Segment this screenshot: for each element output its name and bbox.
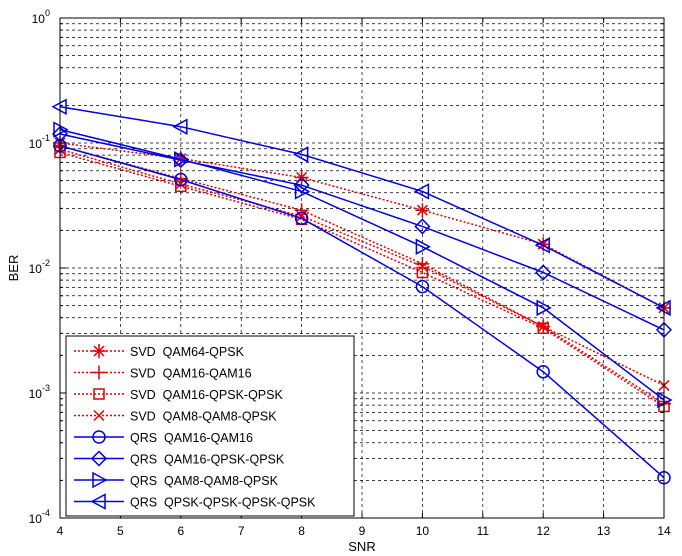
x-tick-label: 11 [477, 524, 490, 538]
series-4-line [59, 148, 665, 387]
y-tick-label: 10-4 [29, 508, 50, 526]
series-6-line [59, 133, 665, 331]
legend-swatch-marker [92, 471, 108, 489]
series-8-point [413, 183, 430, 200]
grid-lines [59, 18, 665, 519]
x-tick-label: 8 [298, 524, 305, 538]
x-tick-label: 4 [57, 524, 64, 538]
series-5-point [174, 172, 188, 187]
legend-swatch-marker [90, 493, 106, 510]
legend-swatch-marker [92, 430, 106, 444]
series-4-point [537, 321, 549, 333]
series-1-point [536, 237, 551, 252]
x-tick-label: 10 [416, 524, 430, 538]
x-axis-label: SNR [348, 539, 375, 554]
series-5-point [294, 211, 309, 226]
series-2-line [59, 145, 665, 405]
x-tick-label: 6 [177, 524, 184, 538]
series-6-point [414, 218, 431, 235]
series-3-point [416, 266, 429, 279]
series-1-point [415, 203, 430, 218]
legend-swatch-marker [90, 450, 108, 467]
legend-entry-label: SVD QAM8-QAM8-QPSK [130, 410, 277, 424]
series-7-point [294, 183, 311, 200]
legend: SVD QAM64-QPSK SVD QAM16-QAM16 SVD QAM16-Q… [65, 335, 355, 517]
series-3-point [175, 180, 187, 193]
series-8-point [293, 146, 309, 163]
series-5-line [59, 145, 665, 479]
series-5-point [415, 279, 430, 294]
x-tick-label: 9 [359, 524, 366, 538]
series-7-point [174, 151, 190, 168]
y-tick-label: 10-2 [29, 258, 50, 276]
legend-entry-label: QRS QPSK-QPSK-QPSK-QPSK [130, 496, 316, 510]
legend-entry-label: QRS QAM8-QAM8-QPSK [130, 474, 279, 488]
legend-entry-label: SVD QAM16-QAM16 [130, 367, 252, 381]
series-3-line [59, 151, 665, 408]
y-tick-label: 10-1 [29, 133, 50, 151]
x-tick-label: 14 [657, 524, 671, 538]
legend-swatch-marker [92, 344, 106, 358]
x-tick-label: 13 [597, 524, 611, 538]
axis-ticks: 4 5 6 7 8 9 10 11 12 13 14 10-4 10-3 10-2 10-1 100 [29, 8, 671, 538]
series-4-point [416, 260, 428, 272]
series-3-point [537, 322, 549, 334]
series-8-point [534, 237, 550, 254]
legend-swatch-marker [92, 365, 106, 380]
series-5-point [536, 364, 550, 379]
x-tick-label: 7 [238, 524, 245, 538]
series-8-line [59, 105, 665, 309]
legend-entry-label: SVD QAM64-QPSK [130, 345, 245, 359]
legend-swatch-marker [93, 388, 105, 400]
legend-swatch-marker [93, 409, 105, 422]
series-7-line [59, 128, 665, 401]
legend-entry-label: QRS QAM16-QAM16 [130, 431, 253, 445]
y-axis-label: BER [6, 255, 21, 282]
y-tick-label: 10-3 [29, 383, 50, 401]
x-tick-label: 12 [537, 524, 551, 538]
series-6-point [535, 264, 552, 281]
legend-entry-label: QRS QAM16-QPSK-QPSK [130, 453, 285, 467]
legend-box [65, 335, 355, 517]
legend-entry-label: SVD QAM16-QPSK-QPSK [130, 388, 283, 402]
series-8-point [172, 118, 188, 135]
x-tick-label: 5 [117, 524, 124, 538]
series-7-point [536, 299, 552, 317]
series-7-point [415, 238, 431, 255]
y-tick-label: 100 [32, 8, 50, 26]
